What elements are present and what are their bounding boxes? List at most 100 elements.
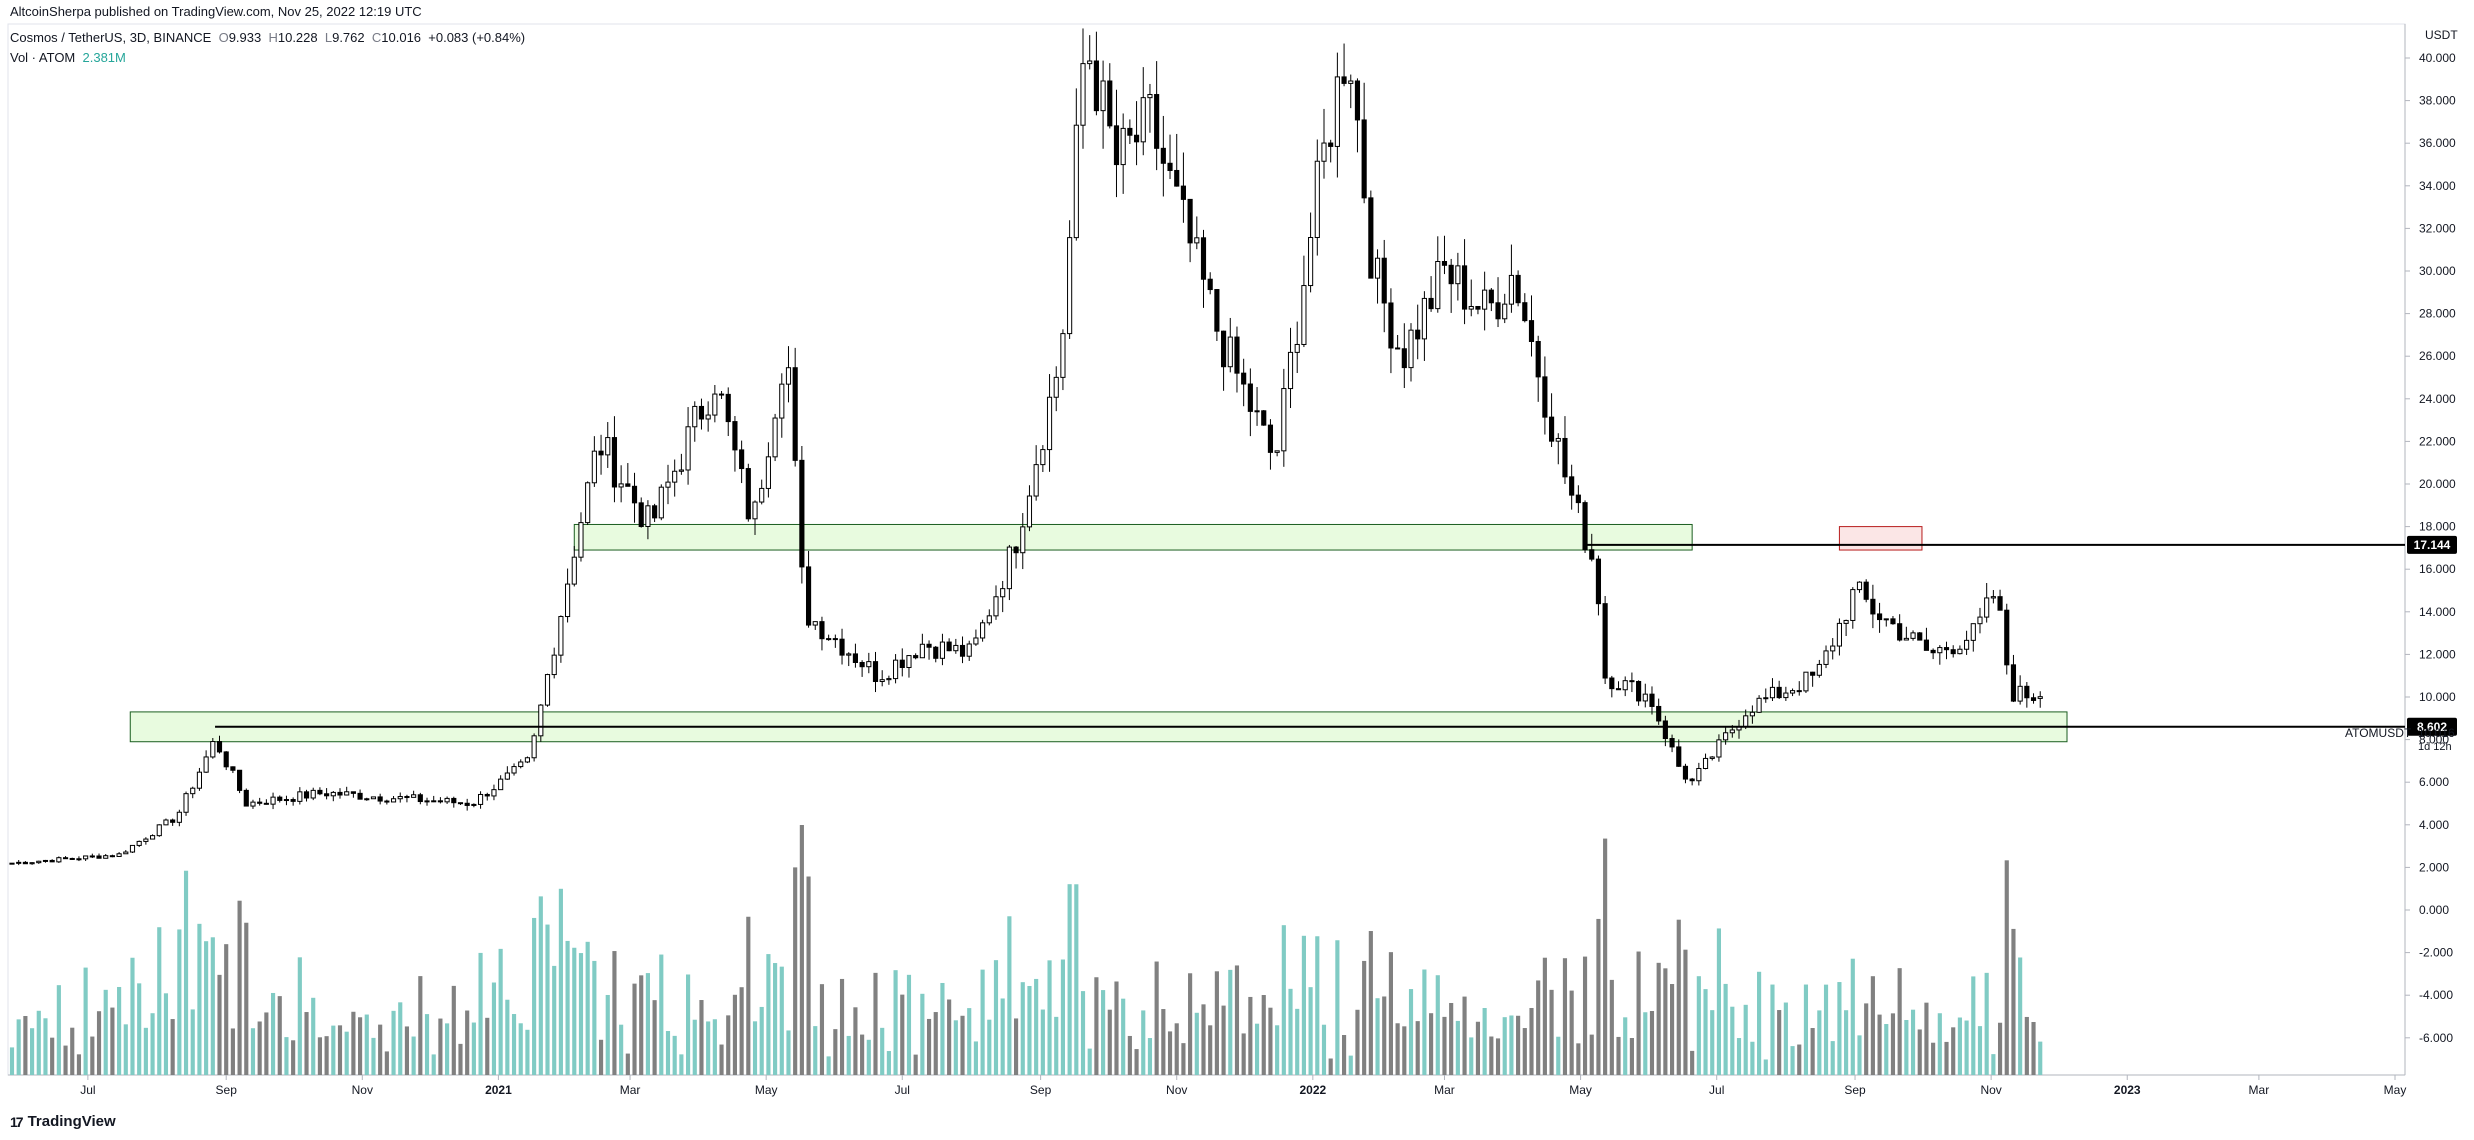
candle-down[interactable]: [1569, 476, 1575, 496]
candle-up[interactable]: [1421, 297, 1427, 340]
candle-up[interactable]: [966, 643, 972, 657]
candle-up[interactable]: [531, 735, 537, 759]
candle-up[interactable]: [1749, 711, 1755, 717]
candle-up[interactable]: [250, 801, 256, 807]
candle-down[interactable]: [598, 450, 604, 456]
candle-down[interactable]: [263, 802, 269, 805]
candle-up[interactable]: [973, 637, 979, 645]
candle-up[interactable]: [1321, 142, 1327, 162]
candle-down[interactable]: [839, 638, 845, 656]
candle-down[interactable]: [237, 769, 243, 791]
candle-up[interactable]: [1502, 303, 1508, 320]
candle-up[interactable]: [196, 771, 203, 789]
candle-down[interactable]: [457, 802, 464, 805]
candle-up[interactable]: [36, 860, 42, 864]
candle-down[interactable]: [946, 641, 952, 652]
candle-up[interactable]: [1850, 589, 1856, 621]
candle-down[interactable]: [1776, 686, 1782, 699]
candle-down[interactable]: [1441, 261, 1448, 266]
candle-up[interactable]: [370, 796, 377, 800]
candle-up[interactable]: [1977, 616, 1983, 625]
candle-down[interactable]: [1495, 302, 1501, 320]
candle-up[interactable]: [1140, 97, 1146, 143]
candle-down[interactable]: [1870, 598, 1876, 615]
candle-up[interactable]: [210, 741, 216, 758]
candle-down[interactable]: [89, 855, 95, 858]
candle-down[interactable]: [384, 800, 390, 803]
candle-up[interactable]: [538, 704, 544, 737]
candle-down[interactable]: [1328, 142, 1334, 147]
candle-down[interactable]: [1187, 198, 1193, 244]
candle-up[interactable]: [765, 456, 771, 489]
candle-up[interactable]: [906, 655, 912, 669]
candle-up[interactable]: [477, 793, 484, 805]
candle-up[interactable]: [565, 583, 571, 618]
candle-up[interactable]: [1990, 596, 1996, 599]
candle-up[interactable]: [939, 641, 946, 659]
candle-up[interactable]: [1468, 305, 1474, 310]
candle-up[interactable]: [779, 383, 785, 419]
candle-down[interactable]: [76, 858, 82, 861]
candle-up[interactable]: [551, 654, 557, 676]
candle-down[interactable]: [277, 796, 283, 801]
candle-down[interactable]: [170, 819, 176, 823]
candle-down[interactable]: [243, 789, 249, 807]
candle-up[interactable]: [397, 796, 403, 800]
candle-down[interactable]: [451, 797, 457, 804]
support-zone-green[interactable]: [573, 523, 1693, 551]
candle-up[interactable]: [2017, 685, 2023, 702]
candle-down[interactable]: [1133, 134, 1140, 143]
candle-up[interactable]: [1348, 80, 1354, 84]
candle-down[interactable]: [1615, 688, 1622, 691]
candle-up[interactable]: [518, 761, 524, 768]
candle-up[interactable]: [9, 862, 15, 865]
candle-up[interactable]: [1120, 127, 1126, 166]
candle-down[interactable]: [1923, 639, 1930, 651]
candle-up[interactable]: [42, 859, 49, 862]
candle-up[interactable]: [1281, 388, 1287, 452]
candle-down[interactable]: [1810, 671, 1816, 676]
candle-up[interactable]: [1455, 265, 1461, 285]
candle-down[interactable]: [1943, 647, 1950, 651]
candle-down[interactable]: [1582, 502, 1588, 551]
candle-up[interactable]: [330, 791, 336, 797]
candle-up[interactable]: [203, 756, 209, 773]
candle-up[interactable]: [524, 757, 530, 763]
candle-down[interactable]: [69, 857, 75, 860]
candle-down[interactable]: [725, 393, 731, 423]
candle-up[interactable]: [1435, 261, 1441, 310]
candle-down[interactable]: [739, 449, 745, 470]
candle-down[interactable]: [1656, 705, 1662, 722]
candle-up[interactable]: [411, 794, 417, 798]
candle-down[interactable]: [437, 800, 443, 803]
candle-down[interactable]: [792, 367, 798, 461]
candle-up[interactable]: [1957, 648, 1963, 655]
candle-up[interactable]: [1756, 697, 1762, 713]
candle-up[interactable]: [1046, 396, 1053, 451]
candle-down[interactable]: [1515, 274, 1521, 304]
candle-down[interactable]: [1361, 119, 1367, 199]
candle-up[interactable]: [129, 844, 136, 853]
candle-up[interactable]: [1073, 124, 1079, 239]
candle-down[interactable]: [216, 741, 223, 753]
candle-down[interactable]: [1796, 690, 1802, 693]
candle-up[interactable]: [1040, 449, 1046, 466]
candle-up[interactable]: [1147, 94, 1153, 99]
candle-up[interactable]: [1508, 274, 1514, 305]
candle-up[interactable]: [1723, 732, 1729, 741]
candle-up[interactable]: [136, 840, 142, 846]
candle-up[interactable]: [759, 487, 765, 503]
candle-down[interactable]: [1415, 329, 1421, 340]
candle-down[interactable]: [926, 643, 932, 648]
candle-down[interactable]: [1549, 416, 1555, 442]
candle-down[interactable]: [1180, 185, 1186, 200]
candle-up[interactable]: [364, 798, 370, 801]
candle-up[interactable]: [1053, 376, 1059, 398]
candle-down[interactable]: [698, 405, 705, 420]
candle-down[interactable]: [1013, 546, 1019, 554]
candle-down[interactable]: [290, 799, 296, 802]
candle-down[interactable]: [223, 751, 229, 768]
candle-up[interactable]: [1227, 336, 1233, 368]
candle-down[interactable]: [1341, 76, 1347, 84]
candle-up[interactable]: [866, 661, 872, 668]
